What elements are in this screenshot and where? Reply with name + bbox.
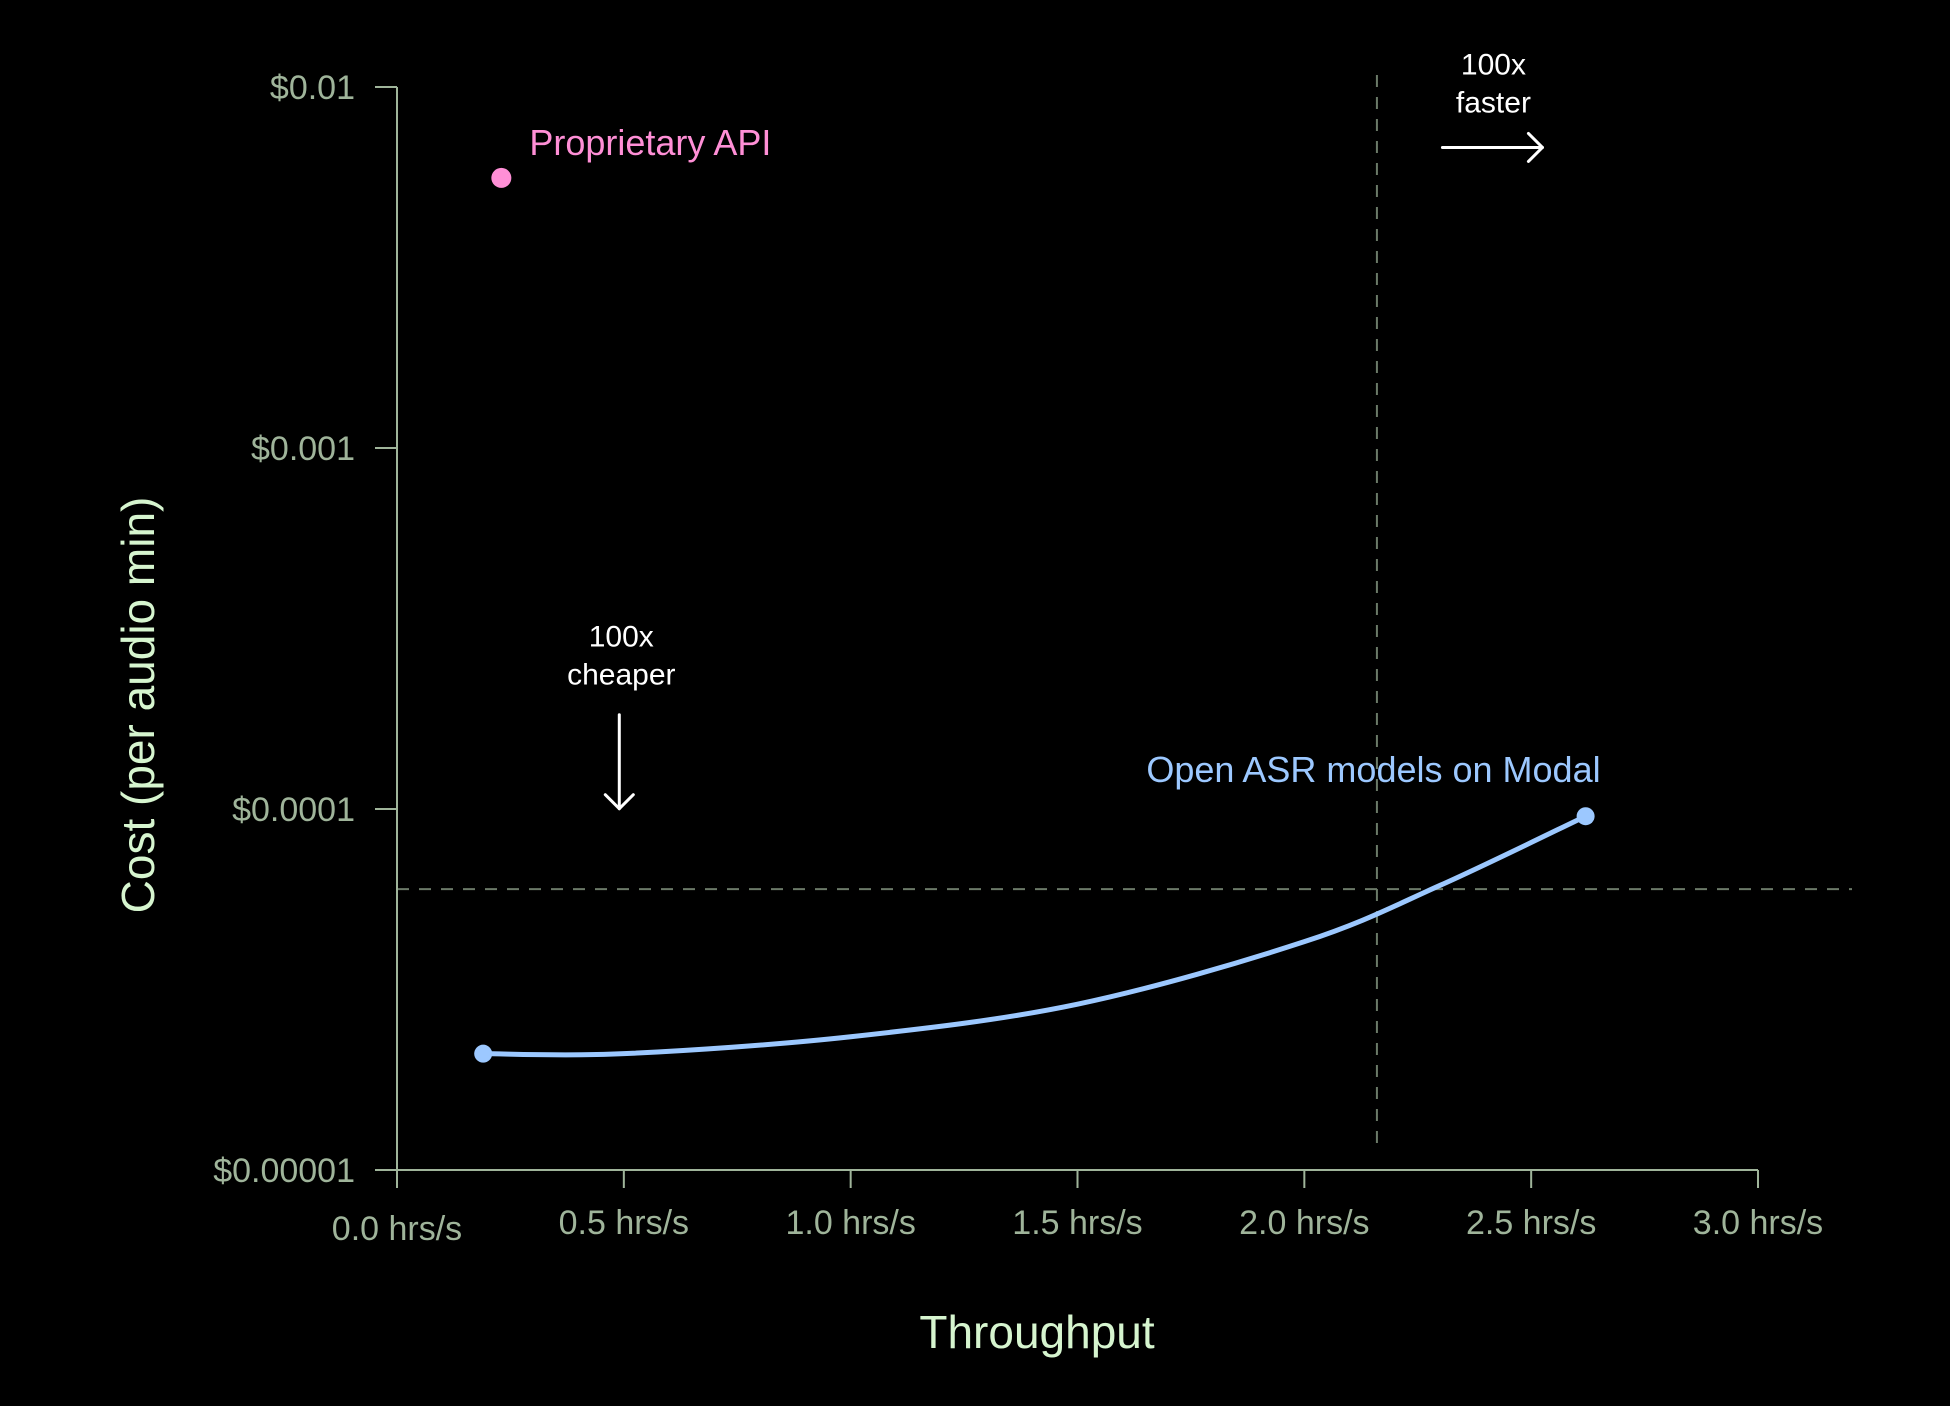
annotation-faster-line2: faster bbox=[1456, 86, 1531, 119]
series-layer: Proprietary API Open ASR models on Modal bbox=[474, 122, 1601, 1063]
open-asr-start-point bbox=[474, 1044, 493, 1063]
y-tick-label: $0.001 bbox=[251, 430, 355, 468]
annotation-cheaper-line1: 100x bbox=[589, 621, 654, 654]
faster-arrow-head bbox=[1526, 131, 1544, 163]
x-tick-label: 2.0 hrs/s bbox=[1239, 1204, 1369, 1242]
proprietary-api-point bbox=[491, 167, 512, 188]
open-asr-end-point bbox=[1576, 807, 1595, 826]
y-axis-title: Cost (per audio min) bbox=[112, 497, 164, 914]
x-tick-label: 0.0 hrs/s bbox=[332, 1210, 462, 1248]
open-asr-curve bbox=[480, 813, 1589, 1058]
y-tick-label: $0.01 bbox=[270, 69, 355, 107]
x-tick-label: 0.5 hrs/s bbox=[559, 1204, 689, 1242]
x-tick-label: 2.5 hrs/s bbox=[1466, 1204, 1596, 1242]
reference-lines bbox=[397, 75, 1852, 1145]
annotations: 100x cheaper 100x faster bbox=[567, 48, 1544, 811]
annotation-cheaper-line2: cheaper bbox=[567, 659, 675, 692]
x-tick-label: 3.0 hrs/s bbox=[1693, 1204, 1823, 1242]
x-axis-title: Throughput bbox=[919, 1306, 1154, 1358]
cheaper-arrow-head bbox=[603, 793, 635, 811]
axes: 0.0 hrs/s 0.5 hrs/s 1.0 hrs/s 1.5 hrs/s 2.0 … bbox=[213, 69, 1823, 1248]
annotation-faster-line1: 100x bbox=[1461, 48, 1526, 81]
y-tick-label: $0.00001 bbox=[213, 1152, 355, 1190]
y-tick-label: $0.0001 bbox=[232, 791, 355, 829]
x-tick-label: 1.5 hrs/s bbox=[1012, 1204, 1142, 1242]
x-tick-label: 1.0 hrs/s bbox=[785, 1204, 915, 1242]
proprietary-api-label: Proprietary API bbox=[529, 122, 771, 163]
open-asr-label: Open ASR models on Modal bbox=[1146, 749, 1600, 790]
